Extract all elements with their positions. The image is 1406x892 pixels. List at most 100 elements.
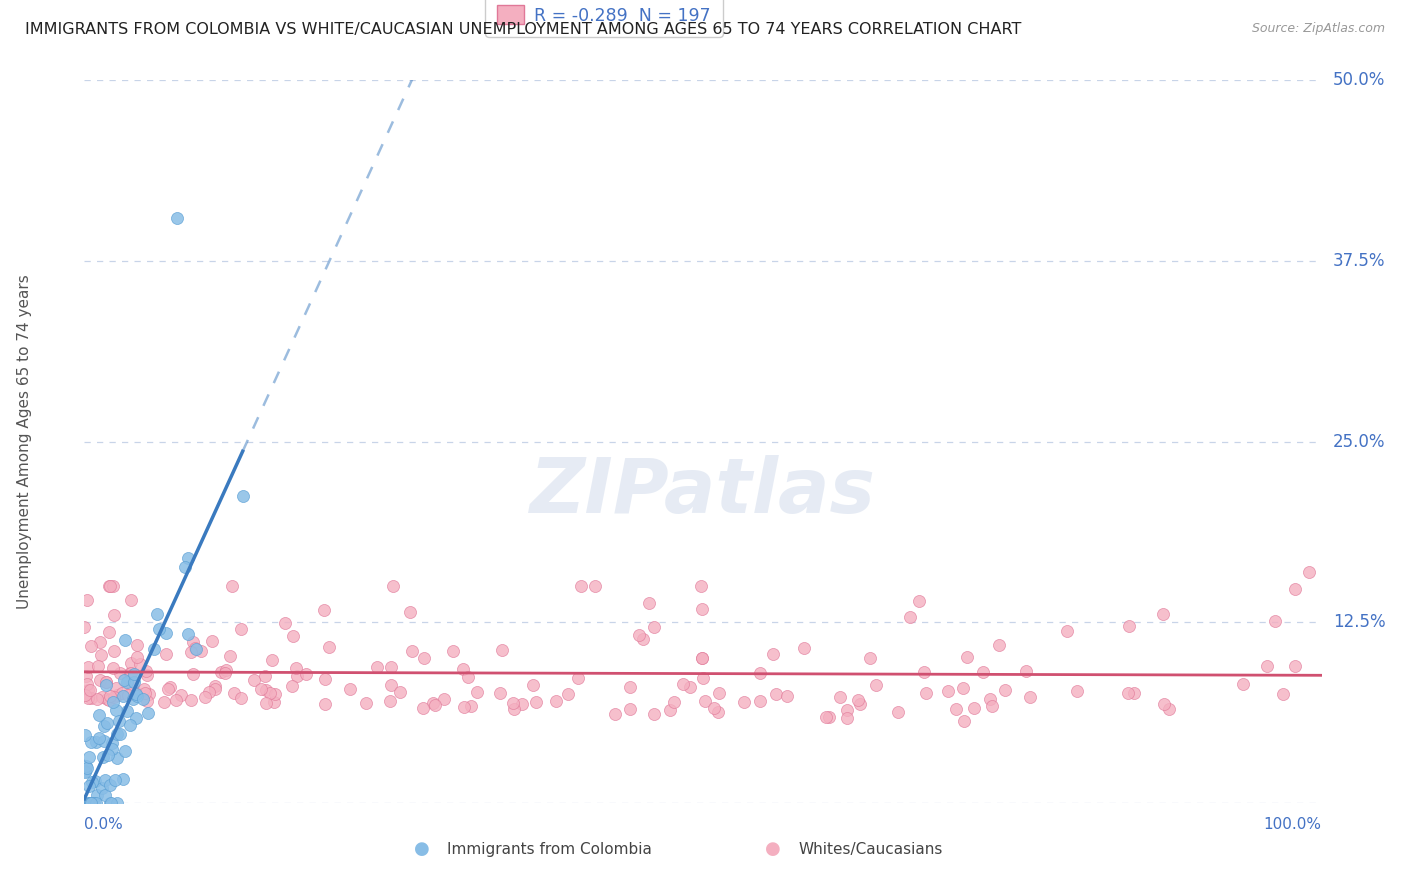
Point [108, 714, 131, 729]
Point [659, 703, 682, 717]
Point [97, 747, 120, 762]
Point [221, 579, 243, 593]
Point [503, 702, 526, 716]
Point [111, 772, 134, 786]
Point [98, 693, 121, 707]
Point [79, 796, 101, 810]
Point [1232, 677, 1254, 691]
Point [101, 741, 124, 756]
Point [80, 775, 103, 789]
Point [209, 665, 232, 680]
Point [567, 671, 589, 685]
Point [709, 685, 731, 699]
Point [422, 696, 444, 710]
Point [79, 796, 101, 810]
Point [222, 686, 245, 700]
Point [96, 716, 118, 731]
Point [489, 686, 512, 700]
Point [972, 665, 994, 680]
Point [79, 749, 101, 764]
Text: 25.0%: 25.0% [1333, 433, 1385, 450]
Point [153, 695, 176, 709]
Point [84, 735, 107, 749]
Point [993, 682, 1015, 697]
Point [77, 682, 100, 697]
Point [859, 650, 882, 665]
Point [98, 579, 121, 593]
Point [389, 685, 412, 699]
Point [112, 689, 135, 703]
Point [96, 692, 118, 706]
Point [956, 649, 979, 664]
Point [1116, 686, 1139, 700]
Point [136, 694, 159, 708]
Point [84, 773, 107, 788]
Point [637, 596, 659, 610]
Text: IMMIGRANTS FROM COLOMBIA VS WHITE/CAUCASIAN UNEMPLOYMENT AMONG AGES 65 TO 74 YEA: IMMIGRANTS FROM COLOMBIA VS WHITE/CAUCAS… [25, 22, 1022, 37]
Text: Unemployment Among Ages 65 to 74 years: Unemployment Among Ages 65 to 74 years [17, 274, 32, 609]
Point [643, 707, 665, 722]
Point [98, 579, 121, 593]
Point [86, 789, 108, 803]
Point [80, 640, 103, 654]
Point [749, 694, 772, 708]
Point [1152, 607, 1174, 622]
Point [1284, 582, 1306, 596]
Point [117, 688, 139, 702]
Point [77, 779, 100, 793]
Point [129, 657, 152, 671]
Point [380, 660, 402, 674]
Point [89, 635, 111, 649]
Point [908, 594, 931, 608]
Point [197, 685, 219, 699]
Point [1015, 665, 1038, 679]
Point [180, 645, 202, 659]
Text: Immigrants from Colombia: Immigrants from Colombia [447, 842, 652, 856]
Point [118, 718, 141, 732]
Point [155, 647, 177, 661]
Point [776, 689, 799, 703]
Point [1264, 615, 1286, 629]
Point [115, 705, 138, 719]
Point [605, 706, 627, 721]
Point [963, 701, 986, 715]
Point [79, 734, 101, 748]
Point [105, 751, 128, 765]
Point [98, 778, 121, 792]
Point [1118, 619, 1140, 633]
Point [101, 579, 124, 593]
Point [837, 703, 859, 717]
Point [121, 678, 143, 692]
Point [254, 668, 277, 682]
Point [86, 692, 108, 706]
Point [1256, 659, 1278, 673]
Point [835, 711, 858, 725]
Point [441, 644, 464, 658]
Point [190, 644, 212, 658]
Point [114, 744, 136, 758]
Point [105, 703, 128, 717]
Point [101, 736, 124, 750]
Point [94, 773, 117, 788]
Point [524, 695, 547, 709]
Point [75, 688, 97, 702]
Point [183, 666, 205, 681]
Text: 100.0%: 100.0% [1264, 817, 1322, 832]
Point [75, 728, 97, 742]
Point [229, 622, 252, 636]
Point [183, 641, 205, 656]
Point [219, 649, 242, 664]
Point [176, 551, 198, 566]
Point [174, 560, 197, 574]
Point [413, 651, 436, 665]
Point [201, 634, 224, 648]
Point [672, 677, 695, 691]
Point [662, 695, 685, 709]
Point [1284, 658, 1306, 673]
Point [132, 681, 155, 696]
Point [145, 607, 167, 621]
Point [104, 772, 127, 787]
Point [73, 764, 96, 779]
Point [138, 687, 160, 701]
Legend: R =  0.653  N =  70, R = -0.289  N = 197: R = 0.653 N = 70, R = -0.289 N = 197 [485, 0, 723, 37]
